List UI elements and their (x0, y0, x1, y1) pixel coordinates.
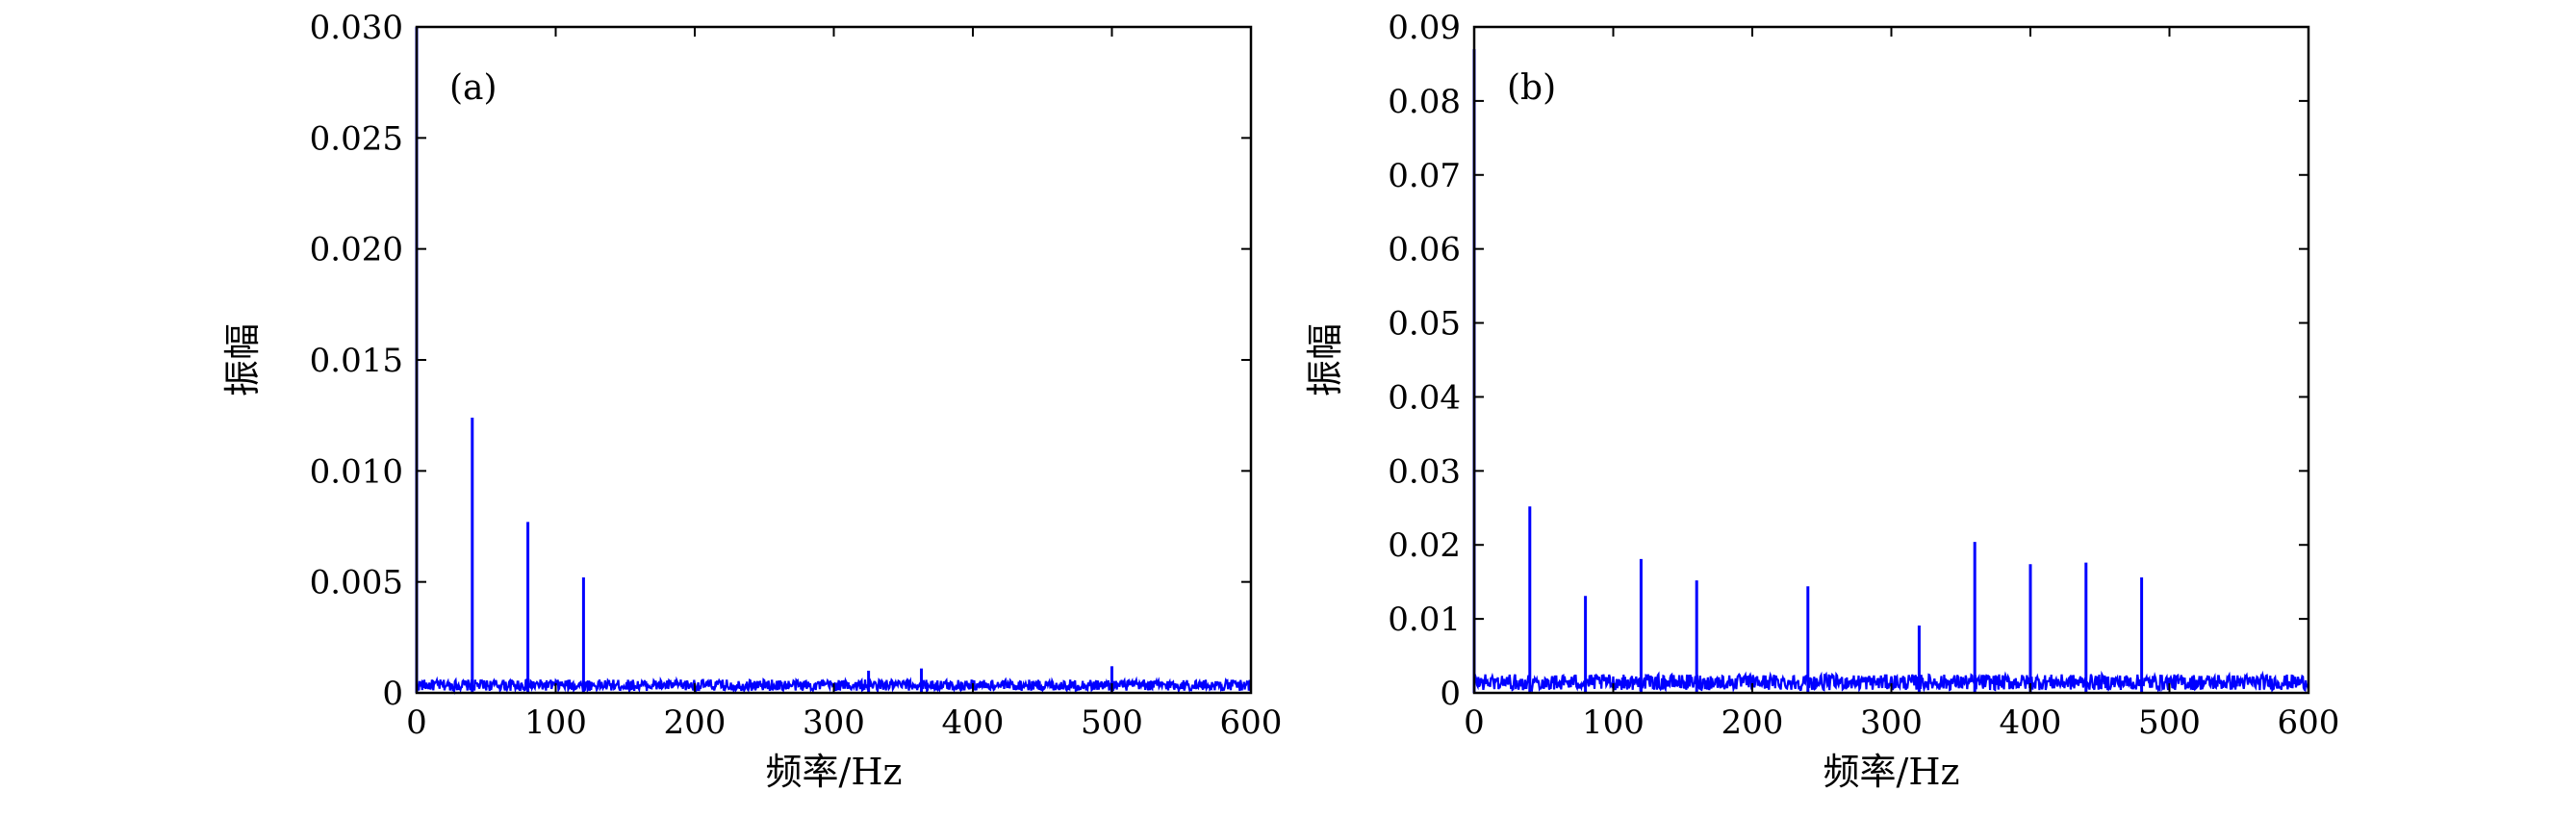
x-tick-label: 400 (942, 703, 1005, 742)
y-tick-label: 0.030 (310, 9, 403, 47)
x-tick-label: 600 (2278, 703, 2340, 742)
y-tick-label: 0 (1440, 675, 1461, 713)
x-tick-label: 300 (803, 703, 865, 742)
y-axis-label: 振幅 (1304, 323, 1346, 396)
x-axis-label: 频率/Hz (766, 751, 903, 793)
y-tick-label: 0.08 (1388, 83, 1461, 121)
y-tick-label: 0.020 (310, 231, 403, 269)
x-tick-label: 600 (1220, 703, 1283, 742)
y-tick-label: 0.04 (1388, 378, 1461, 417)
y-tick-label: 0.07 (1388, 157, 1461, 195)
y-axis-label: 振幅 (221, 323, 264, 396)
y-tick-label: 0.025 (310, 119, 403, 158)
plot-frame (415, 25, 1253, 695)
x-tick-label: 200 (1722, 703, 1784, 742)
panel-a: 0 100 200 300 400 500 600 0 0.005 0.010 0.015 0.020… (221, 9, 1282, 793)
y-tick-label: 0.09 (1388, 9, 1461, 47)
y-tick-label: 0.01 (1388, 601, 1461, 639)
y-tick-label: 0.010 (310, 452, 403, 491)
x-tick-label: 500 (2138, 703, 2201, 742)
y-tick-label: 0.03 (1388, 452, 1461, 491)
x-tick-label: 0 (406, 703, 427, 742)
x-tick-label: 500 (1081, 703, 1143, 742)
x-tick-label: 100 (1582, 703, 1645, 742)
x-tick-label: 100 (524, 703, 587, 742)
x-tick-label: 200 (664, 703, 727, 742)
y-tick-label: 0 (382, 675, 403, 713)
panel-label: (a) (449, 68, 497, 108)
x-tick-label: 300 (1860, 703, 1923, 742)
y-tick-label: 0.015 (310, 342, 403, 380)
y-tick-label: 0.05 (1388, 305, 1461, 344)
y-tick-label: 0.005 (310, 564, 403, 602)
panel-b: 0 100 200 300 400 500 600 0 0.01 0.02 0.03 0.04 0.05… (1304, 9, 2339, 793)
x-tick-label: 400 (2000, 703, 2062, 742)
y-tick-label: 0.06 (1388, 231, 1461, 269)
panel-label: (b) (1507, 68, 1556, 108)
x-axis-label: 频率/Hz (1824, 751, 1960, 793)
plot-frame (1472, 25, 2310, 695)
x-tick-label: 0 (1464, 703, 1485, 742)
y-tick-label: 0.02 (1388, 526, 1461, 565)
